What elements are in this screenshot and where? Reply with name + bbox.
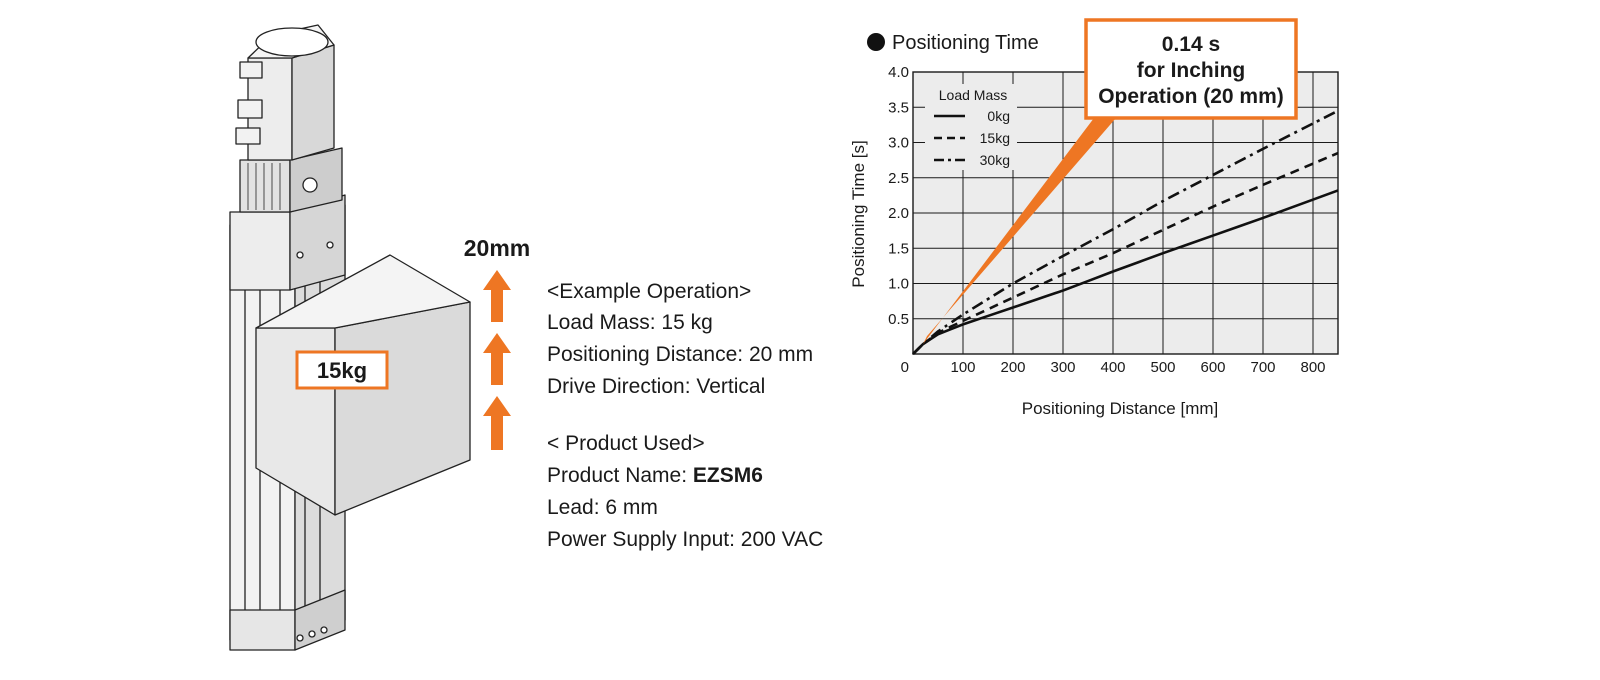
x-tick-label: 100: [950, 359, 975, 376]
y-axis-label: Positioning Time [s]: [849, 140, 868, 287]
up-arrow-icon: [483, 333, 511, 385]
y-tick-label: 3.0: [888, 135, 909, 152]
title-bullet-icon: [867, 33, 885, 51]
origin-tick-label: 0: [901, 359, 909, 376]
load-mass-text: Load Mass: 15 kg: [547, 311, 713, 334]
legend-box: [925, 84, 1017, 170]
y-tick-label: 2.0: [888, 205, 909, 222]
legend-label-15kg: 15kg: [980, 130, 1010, 146]
upward-arrows: [483, 270, 511, 450]
drive-direction-text: Drive Direction: Vertical: [547, 375, 766, 398]
callout-line-3: Operation (20 mm): [1098, 85, 1284, 108]
x-tick-label: 400: [1100, 359, 1125, 376]
stroke-label: 20mm: [464, 235, 530, 261]
product-name-value: EZSM6: [692, 464, 763, 487]
up-arrow-icon: [483, 270, 511, 322]
callout-line-1: 0.14 s: [1162, 33, 1220, 56]
legend-label-30kg: 30kg: [980, 152, 1010, 168]
x-tick-label: 800: [1300, 359, 1325, 376]
load-label-box: [295, 350, 389, 390]
x-tick-label: 600: [1200, 359, 1225, 376]
series-line-0: [912, 189, 1339, 355]
x-tick-label: 700: [1250, 359, 1275, 376]
callout-box: [1084, 18, 1298, 120]
y-tick-label: 1.0: [888, 276, 909, 293]
series-lines: [912, 109, 1339, 355]
y-tick-label: 2.5: [888, 170, 909, 187]
product-heading: < Product Used>: [547, 432, 705, 455]
legend-label-0kg: 0kg: [987, 108, 1010, 124]
load-label: 15kg: [317, 358, 367, 383]
up-arrow-icon: [483, 396, 511, 450]
chart-title: Positioning Time: [892, 32, 1039, 54]
x-tick-label: 500: [1150, 359, 1175, 376]
positioning-distance-text: Positioning Distance: 20 mm: [547, 343, 814, 366]
callout-line-2: for Inching: [1137, 59, 1246, 82]
legend: Load Mass 0kg 15kg 30kg: [925, 84, 1017, 170]
legend-title: Load Mass: [939, 87, 1007, 103]
x-tick-label: 300: [1050, 359, 1075, 376]
product-name-line: Product Name: EZSM6: [547, 464, 763, 488]
series-line-2: [912, 109, 1339, 355]
y-tick-label: 3.5: [888, 99, 909, 116]
x-tick-label: 200: [1000, 359, 1025, 376]
x-axis-label: Positioning Distance [mm]: [1022, 399, 1219, 418]
y-tick-label: 0.5: [888, 311, 909, 328]
y-tick-label: 4.0: [888, 64, 909, 81]
power-text: Power Supply Input: 200 VAC: [547, 528, 824, 551]
example-heading: <Example Operation>: [547, 280, 752, 303]
y-tick-label: 1.5: [888, 240, 909, 257]
lead-text: Lead: 6 mm: [547, 496, 658, 519]
tick-labels: 100 200 300 400 500 600 700 800 0.5 1.0 1.5 2.0 2.5 3…: [888, 64, 1325, 376]
series-line-1: [912, 151, 1339, 355]
product-name-label: Product Name:: [547, 464, 693, 487]
